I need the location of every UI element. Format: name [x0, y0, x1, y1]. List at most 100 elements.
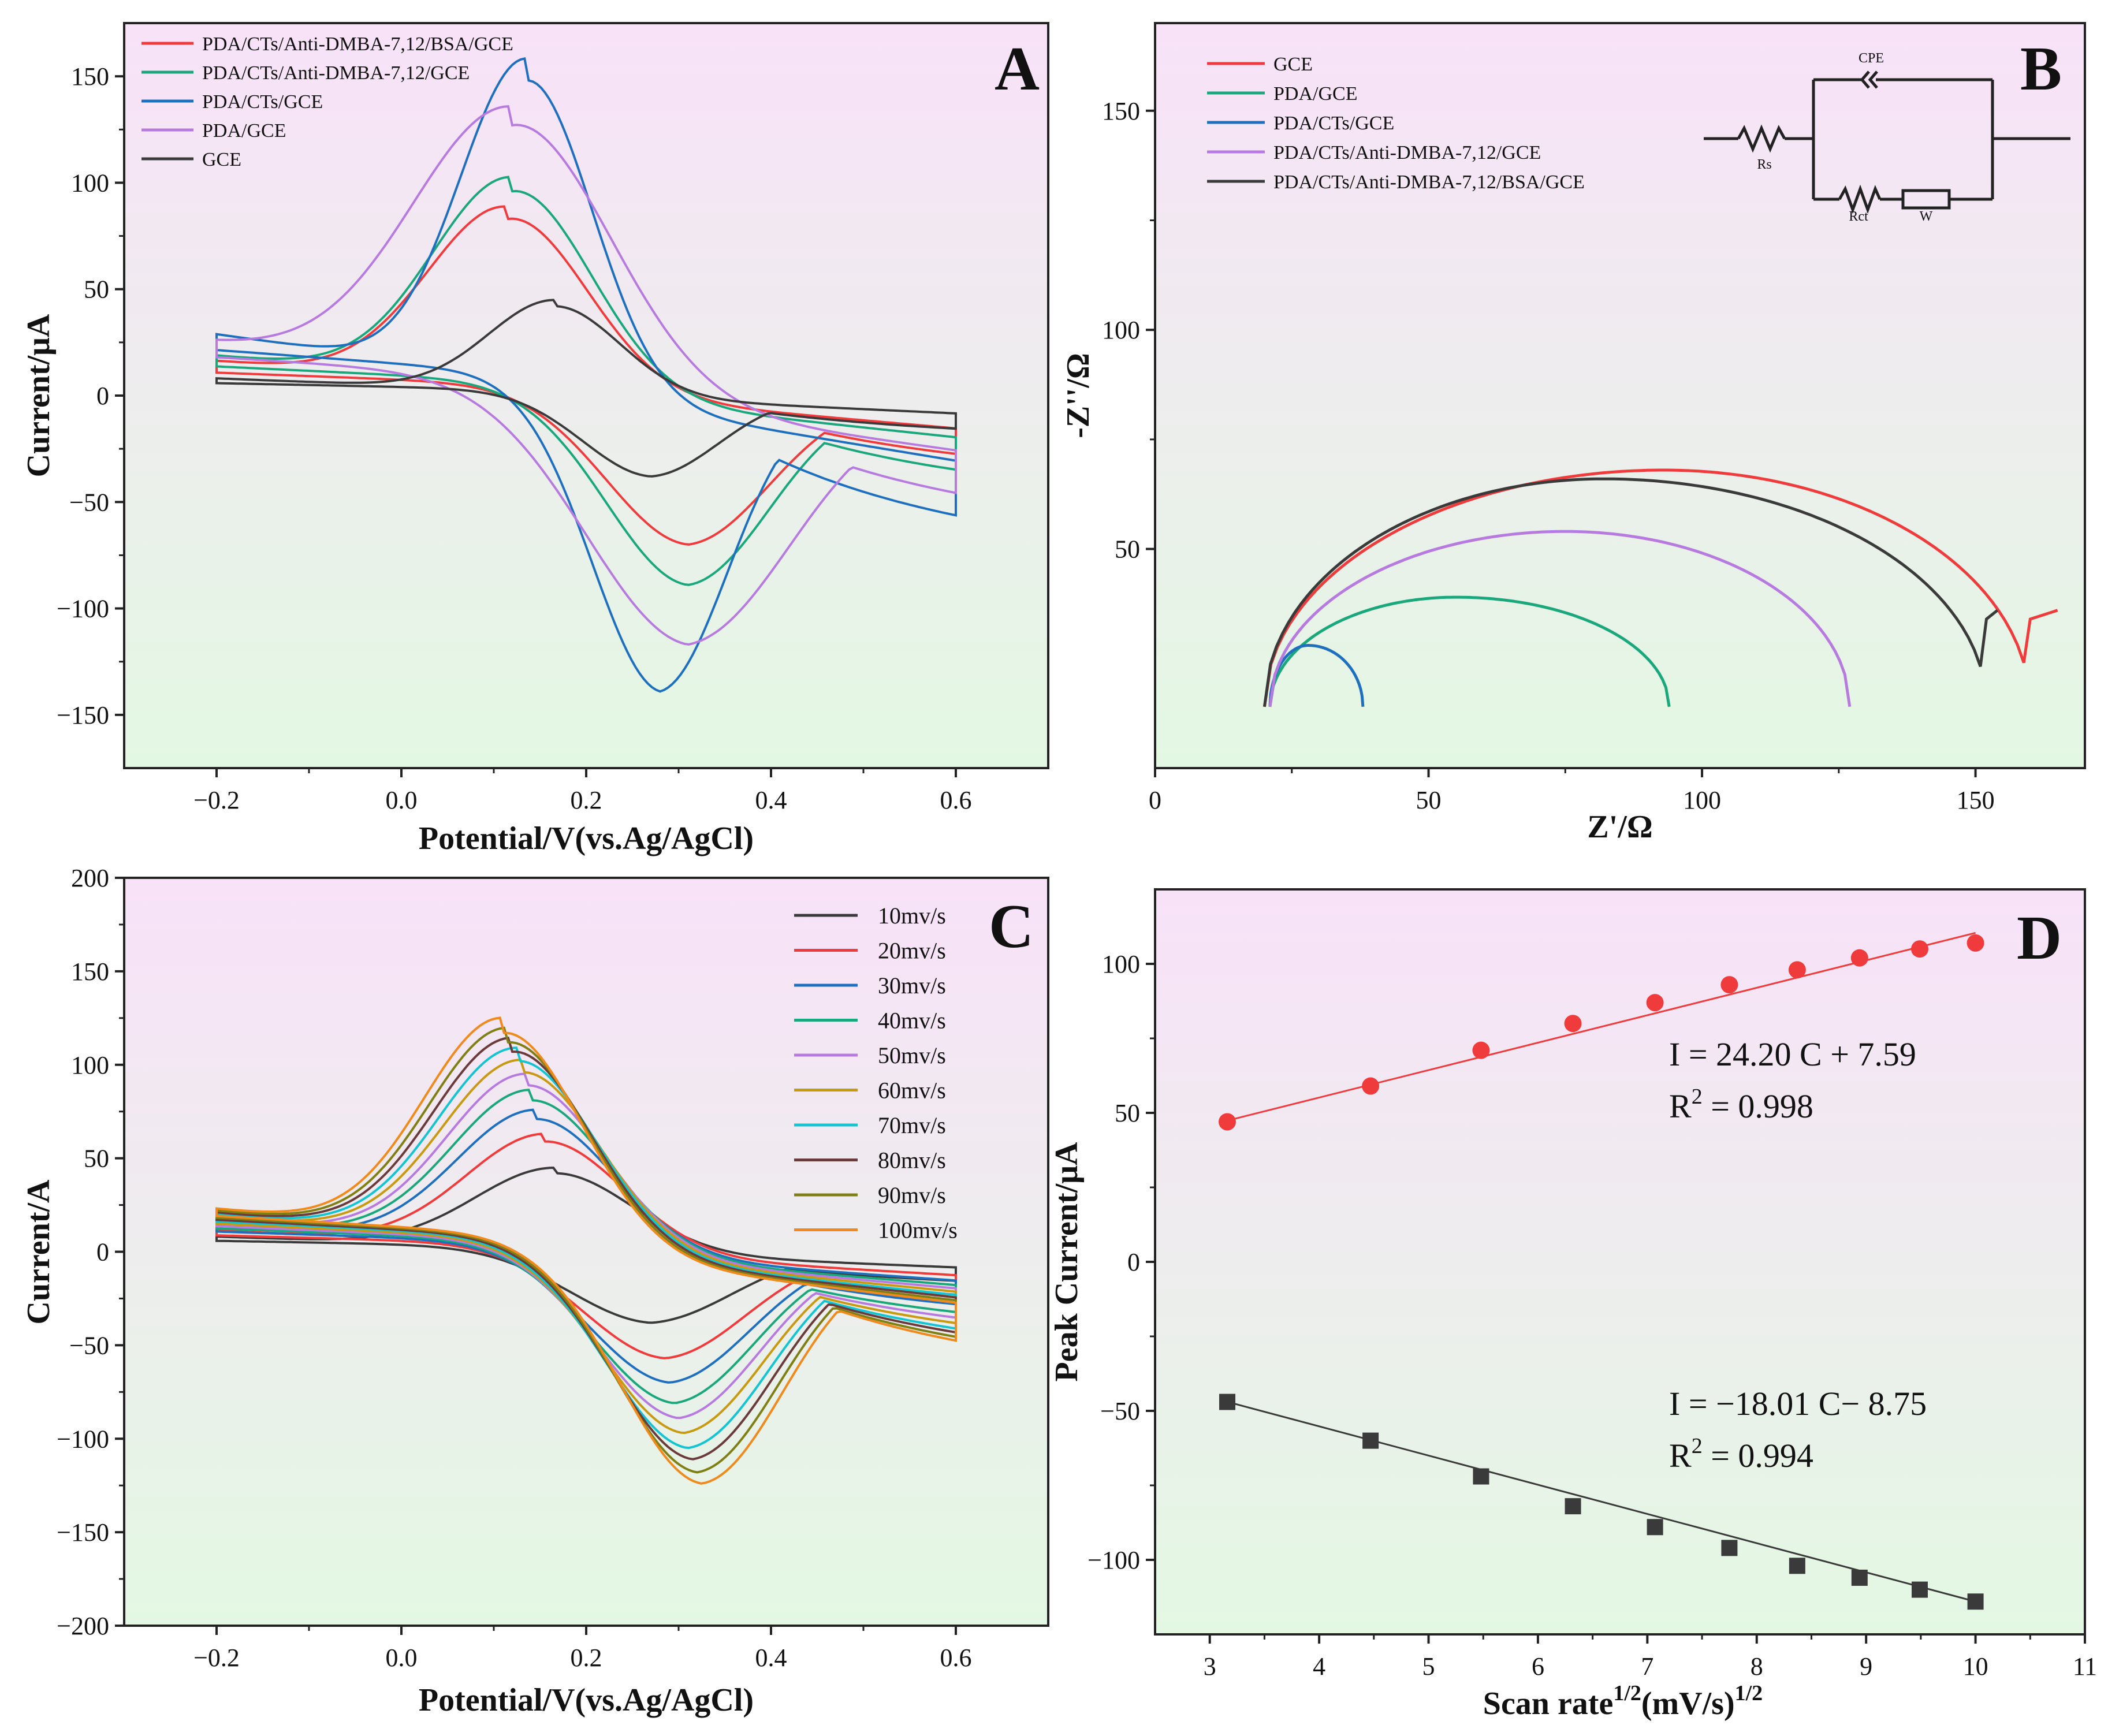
x-title-unit: (mV/s): [1641, 1686, 1735, 1722]
nyquist-curve-GCE: [1262, 468, 2058, 707]
r1-value: = 0.998: [1703, 1087, 1813, 1125]
equation-cathodic: I = −18.01 C− 8.75: [1669, 1385, 1927, 1422]
nyquist-curve-PDA/CTs/Anti-DMBA-7,12/GCE: [1268, 530, 1852, 707]
x-tick-label: 10: [1963, 1652, 1988, 1681]
legend-entry: 30mv/s: [878, 973, 946, 999]
legend-entry: PDA/CTs/Anti-DMBA-7,12/GCE: [1273, 142, 1541, 163]
panel-c-legend: 10mv/s 20mv/s 30mv/s 40mv/s 50mv/s 60mv/s 70mv…: [794, 903, 958, 1243]
r1-sup: 2: [1692, 1085, 1703, 1109]
legend-entry: 90mv/s: [878, 1182, 946, 1208]
data-point-cathodic: [1473, 1468, 1489, 1485]
y-tick-label: 50: [1115, 1099, 1140, 1127]
y-tick-label: 0: [96, 382, 109, 410]
x-tick-label: 4: [1313, 1652, 1325, 1681]
legend-entry: PDA/CTs/GCE: [1273, 113, 1394, 134]
y-tick-label: −150: [57, 1518, 109, 1547]
plot-c-background: [123, 877, 1049, 1627]
x-tick-label: 0: [1149, 786, 1161, 814]
y-tick-label: 200: [71, 864, 109, 892]
y-tick-label: −100: [1087, 1546, 1140, 1574]
x-tick-label: 0.4: [755, 1644, 787, 1672]
plot-b-background: [1154, 22, 2086, 769]
fit-line-anodic: [1227, 932, 1976, 1122]
panel-d: 3 4 5 6 7 8 9 10 11 100 50 0 −50 −100 I = 24.20 C + 7…: [1049, 888, 2097, 1722]
x-tick-label: 0.0: [386, 786, 418, 814]
panel-a-curves: [215, 57, 957, 693]
data-point-anodic: [1720, 976, 1738, 994]
y-tick-label: 0: [1127, 1248, 1140, 1276]
panel-a-label: A: [995, 35, 1040, 103]
inset-rct-label: Rct: [1849, 209, 1868, 224]
y-tick-label: −200: [57, 1612, 109, 1640]
inset-cpe-label: CPE: [1859, 51, 1884, 66]
cpe-symbol-left: [1860, 70, 1870, 89]
data-point-cathodic: [1565, 1498, 1581, 1515]
panel-d-marks: [1219, 932, 1984, 1610]
x-tick-label: 9: [1860, 1652, 1872, 1681]
panel-c: −0.2 0.0 0.2 0.4 0.6 200 150 100 50 0 −50 −100 −150 −…: [21, 864, 1049, 1718]
legend-entry: PDA/CTs/Anti-DMBA-7,12/BSA/GCE: [202, 33, 513, 55]
x-tick-label: 3: [1204, 1652, 1216, 1681]
panel-d-label: D: [2017, 904, 2062, 973]
panel-a: −0.2 0.0 0.2 0.4 0.6 150 100 50 0 −50 −100 −150 PDA…: [21, 22, 1049, 856]
rct-resistor-symbol: [1838, 184, 1882, 214]
cpe-symbol-right: [1868, 70, 1878, 89]
panel-b-legend: GCE PDA/GCE PDA/CTs/GCE PDA/CTs/Anti-DMBA-7…: [1207, 54, 1585, 193]
inset-rs-label: Rs: [1757, 157, 1771, 172]
cv-curve-100mv/s: [215, 1016, 957, 1485]
panel-c-x-axis-title: Potential/V(vs.Ag/AgCl): [419, 1682, 754, 1718]
data-point-anodic: [1910, 940, 1928, 958]
legend-entry: PDA/GCE: [202, 120, 286, 141]
data-point-cathodic: [1911, 1581, 1928, 1598]
y-tick-label: 150: [71, 62, 109, 91]
legend-entry: PDA/CTs/Anti-DMBA-7,12/GCE: [202, 62, 470, 84]
y-tick-label: −100: [57, 595, 109, 623]
panel-b-curves: [1262, 468, 2058, 707]
y-tick-label: 150: [71, 958, 109, 986]
data-point-cathodic: [1789, 1558, 1805, 1574]
data-point-anodic: [1564, 1015, 1582, 1033]
panel-a-legend: PDA/CTs/Anti-DMBA-7,12/BSA/GCE PDA/CTs/An…: [141, 33, 513, 170]
y-tick-label: 50: [1115, 535, 1140, 564]
x-tick-label: −0.2: [193, 1644, 240, 1672]
panel-a-y-axis-title: Current/μA: [21, 314, 57, 477]
panel-d-ticks: 3 4 5 6 7 8 9 10 11 100 50 0 −50 −100: [1087, 950, 2097, 1681]
panel-c-ticks: −0.2 0.0 0.2 0.4 0.6 200 150 100 50 0 −50 −100 −150 −…: [57, 864, 971, 1672]
nyquist-curve-PDA/CTs/GCE: [1268, 644, 1365, 707]
x-tick-label: 0.2: [571, 1644, 602, 1672]
cv-curve-PDA/CTs/GCE: [215, 57, 957, 693]
panel-b-ticks: 0 50 100 150 50 100 150: [1102, 97, 1995, 814]
legend-entry: GCE: [202, 149, 241, 170]
rs-resistor-symbol: [1737, 124, 1786, 153]
data-point-cathodic: [1721, 1540, 1738, 1556]
panel-c-label: C: [989, 892, 1034, 961]
data-point-cathodic: [1219, 1394, 1236, 1410]
plot-d-background: [1154, 888, 2086, 1636]
r2-base: R: [1669, 1437, 1692, 1474]
legend-entry: 70mv/s: [878, 1112, 946, 1138]
x-tick-label: 0.2: [571, 786, 602, 814]
x-tick-label: 150: [1957, 786, 1995, 814]
legend-entry: 60mv/s: [878, 1078, 946, 1104]
r-squared-anodic: R2 = 0.998: [1669, 1085, 1813, 1125]
y-tick-label: 100: [71, 169, 109, 197]
legend-entry: GCE: [1273, 54, 1313, 75]
inset-w-label: W: [1920, 209, 1933, 224]
x-tick-label: 0.6: [940, 786, 972, 814]
panel-d-x-axis-title: Scan rate1/2(mV/s)1/2: [1483, 1681, 1763, 1722]
nyquist-curve-PDA/GCE: [1268, 595, 1671, 707]
data-point-anodic: [1646, 994, 1664, 1012]
x-title-sup2: 1/2: [1735, 1681, 1763, 1705]
x-tick-label: 5: [1422, 1652, 1435, 1681]
x-tick-label: 6: [1532, 1652, 1544, 1681]
panel-b: 0 50 100 150 50 100 150 GCE PDA/GCE PDA/CTs/GCE P…: [1060, 22, 2086, 845]
equation-anodic: I = 24.20 C + 7.59: [1669, 1035, 1916, 1073]
equivalent-circuit-inset: CPE Rs Rct W: [1704, 51, 2070, 224]
legend-entry: 50mv/s: [878, 1042, 946, 1068]
legend-entry: 10mv/s: [878, 903, 946, 929]
x-tick-label: 11: [2073, 1652, 2097, 1681]
panel-b-label: B: [2020, 35, 2062, 103]
r2-sup: 2: [1692, 1434, 1703, 1458]
data-point-anodic: [1967, 934, 1984, 952]
data-point-cathodic: [1851, 1569, 1868, 1586]
